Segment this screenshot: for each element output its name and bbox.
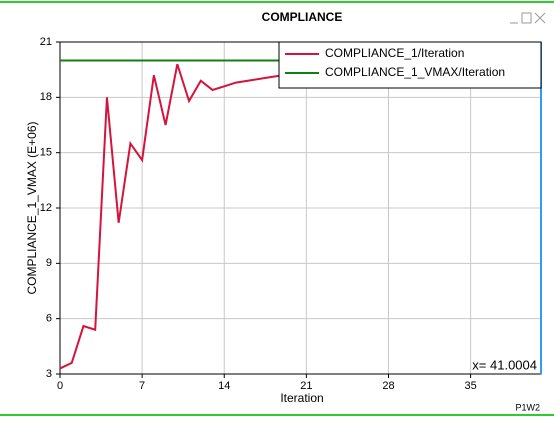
y-tick-label: 9 <box>46 257 52 269</box>
maximize[interactable] <box>521 12 532 24</box>
cursor-label: x= 41.0004 <box>472 357 537 372</box>
window-id: P1W2 <box>515 402 540 412</box>
window-controls[interactable] <box>510 12 546 24</box>
legend-box <box>278 41 542 89</box>
x-tick-label: 28 <box>382 380 394 392</box>
y-tick-label: 21 <box>40 36 52 48</box>
y-tick-label: 3 <box>46 368 52 380</box>
chart-title: COMPLIANCE <box>262 10 343 24</box>
x-tick-label: 35 <box>464 380 476 392</box>
x-tick-label: 21 <box>300 380 312 392</box>
x-tick-label: 14 <box>218 380 230 392</box>
y-tick-label: 15 <box>40 147 52 159</box>
y-tick-label: 18 <box>40 91 52 103</box>
x-tick-label: 0 <box>57 380 63 392</box>
close[interactable] <box>534 12 546 24</box>
x-axis-label: Iteration <box>280 391 323 405</box>
y-axis-label: COMPLIANCE_1_VMAX (E+06) <box>25 121 39 294</box>
legend-label: COMPLIANCE_1_VMAX/Iteration <box>325 65 505 79</box>
y-tick-label: 6 <box>46 313 52 325</box>
legend-label: COMPLIANCE_1/Iteration <box>325 46 464 60</box>
x-tick-label: 7 <box>139 380 145 392</box>
series-line <box>59 59 541 370</box>
y-tick-label: 12 <box>40 202 52 214</box>
